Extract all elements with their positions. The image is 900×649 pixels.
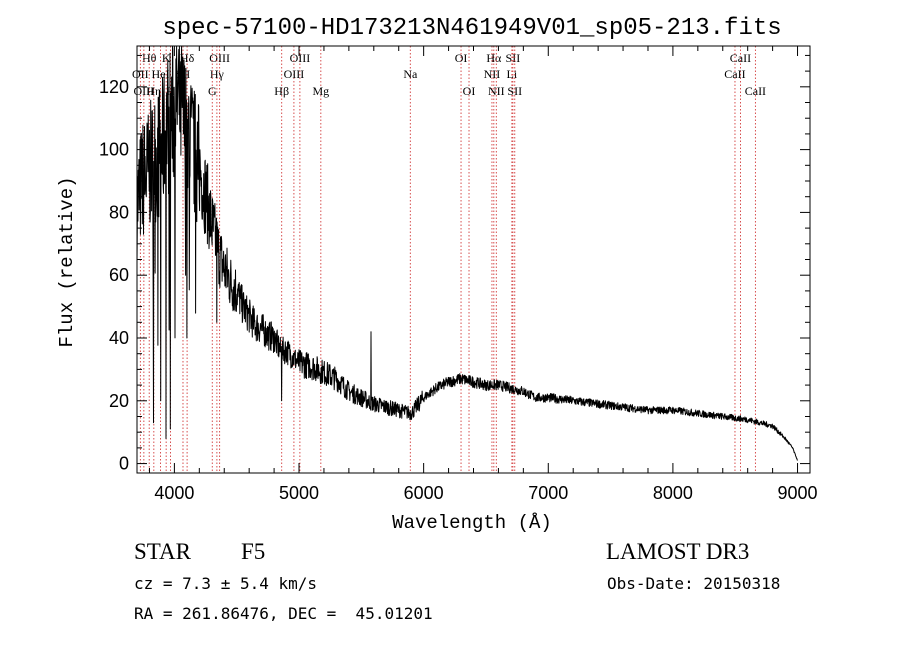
line-label-16: Na [403, 67, 418, 81]
x-tick-label-7000: 7000 [528, 483, 568, 503]
line-label-23: Li [507, 67, 518, 81]
line-label-11: G [208, 84, 217, 98]
chart-title: spec-57100-HD173213N461949V01_sp05-213.f… [162, 15, 781, 42]
line-label-10: Hγ [210, 67, 225, 81]
y-tick-label-60: 60 [109, 265, 129, 285]
line-label-5: K [162, 51, 171, 65]
line-label-14: OIII [284, 67, 305, 81]
line-label-21: NII [488, 84, 505, 98]
y-tick-label-0: 0 [119, 454, 129, 474]
line-label-1: OII [132, 67, 149, 81]
line-label-26: CaII [724, 67, 745, 81]
line-label-25: CaII [730, 51, 751, 65]
spectrum-layer [136, 45, 798, 461]
line-label-20: NII [484, 67, 501, 81]
line-label-19: Hα [486, 51, 502, 65]
x-tick-label-4000: 4000 [154, 483, 194, 503]
coordinates: RA = 261.86476, DEC = 45.01201 [134, 604, 433, 623]
y-tick-label-40: 40 [109, 328, 129, 348]
x-tick-label-9000: 9000 [778, 483, 818, 503]
y-tick-label-100: 100 [99, 140, 129, 160]
y-tick-label-80: 80 [109, 202, 129, 222]
line-label-27: CaII [745, 84, 766, 98]
line-label-0: Hθ [142, 51, 157, 65]
line-label-4: HeI [152, 67, 170, 81]
x-axis: 4000 5000 6000 7000 8000 9000 [148, 46, 818, 503]
line-label-24: SII [507, 84, 522, 98]
subclass: F5 [241, 539, 266, 564]
observation-date: Obs-Date: 20150318 [607, 574, 781, 593]
line-label-6: H [166, 84, 175, 98]
spectrum-line [136, 45, 798, 461]
line-label-13: OIII [290, 51, 311, 65]
line-label-9: OIII [209, 51, 230, 65]
y-axis-label: Flux (relative) [56, 176, 78, 347]
x-tick-label-5000: 5000 [279, 483, 319, 503]
line-label-12: Hβ [274, 84, 289, 98]
x-tick-label-6000: 6000 [404, 483, 444, 503]
line-label-17: OI [455, 51, 468, 65]
line-label-2: OIII [134, 84, 155, 98]
y-tick-label-120: 120 [99, 77, 129, 97]
x-axis-label: Wavelength (Å) [392, 512, 552, 534]
y-axis: 0 20 40 60 80 100 120 [99, 54, 810, 474]
line-label-18: OI [463, 84, 476, 98]
plot-frame [136, 45, 811, 474]
object-class: STAR [134, 539, 191, 564]
line-label-15: Mg [312, 84, 329, 98]
redshift-velocity: cz = 7.3 ± 5.4 km/s [134, 574, 318, 593]
line-label-22: SII [506, 51, 521, 65]
survey-name: LAMOST DR3 [606, 539, 750, 564]
x-tick-label-8000: 8000 [653, 483, 693, 503]
y-tick-label-20: 20 [109, 391, 129, 411]
line-label-3: Hη [146, 84, 161, 98]
